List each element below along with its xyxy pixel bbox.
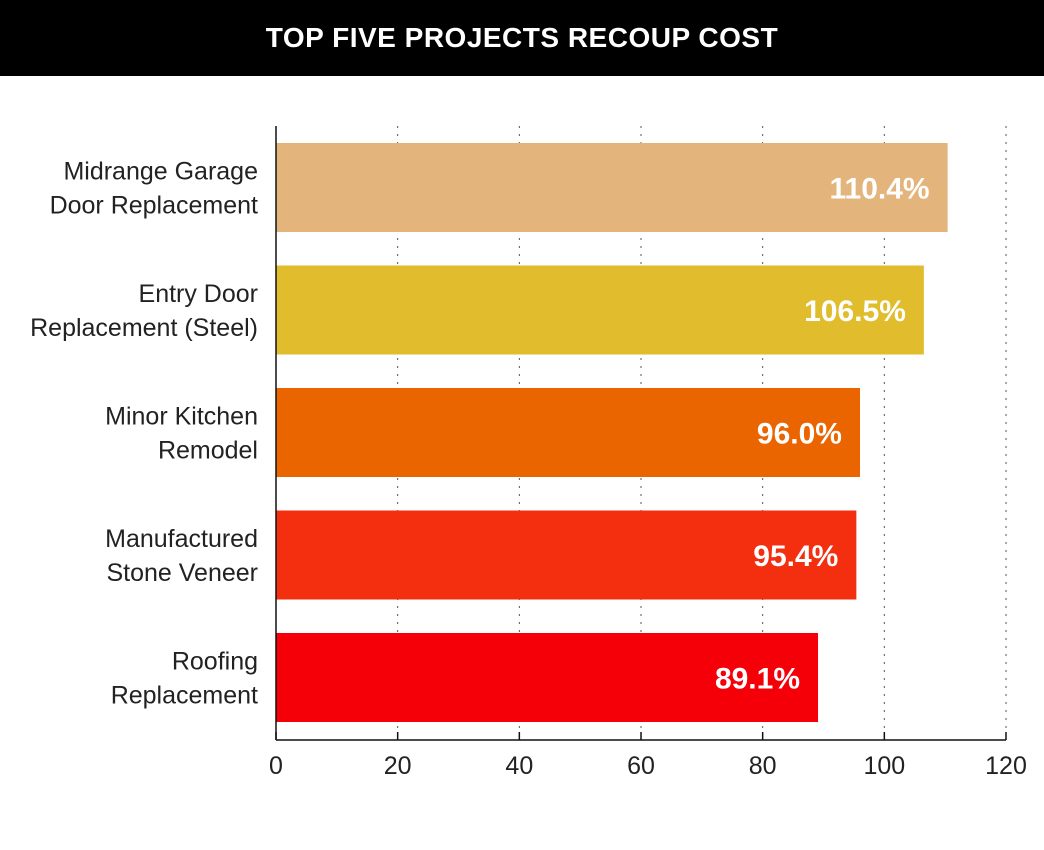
x-tick-label-1: 20: [384, 752, 412, 780]
bar-0: [276, 143, 948, 232]
category-label-1-0: Entry Door: [139, 280, 258, 308]
category-label-0-0: Midrange Garage: [63, 158, 258, 186]
category-label-3-0: Manufactured: [105, 525, 258, 553]
x-tick-label-4: 80: [749, 752, 777, 780]
title-bar: TOP FIVE PROJECTS RECOUP COST: [0, 0, 1044, 76]
category-label-2-0: Minor Kitchen: [105, 403, 258, 431]
bar-2: [276, 388, 860, 477]
category-label-4-1: Replacement: [111, 682, 258, 710]
value-label-1: 106.5%: [804, 295, 906, 328]
x-tick-label-0: 0: [269, 752, 283, 780]
x-tick-label-3: 60: [627, 752, 655, 780]
chart-title: TOP FIVE PROJECTS RECOUP COST: [265, 22, 779, 53]
category-label-4-0: Roofing: [172, 648, 258, 676]
x-tick-label-2: 40: [505, 752, 533, 780]
category-label-3-1: Stone Veneer: [106, 559, 258, 587]
bar-3: [276, 510, 857, 600]
category-label-1-1: Replacement (Steel): [30, 314, 258, 342]
x-tick-label-6: 120: [985, 752, 1027, 780]
value-label-3: 95.4%: [753, 540, 838, 573]
x-tick-label-5: 100: [863, 752, 905, 780]
bar-1: [276, 265, 924, 355]
category-label-2-1: Remodel: [158, 437, 258, 465]
value-label-4: 89.1%: [715, 663, 800, 696]
category-label-0-1: Door Replacement: [50, 192, 258, 220]
value-label-0: 110.4%: [830, 173, 930, 206]
value-label-2: 96.0%: [757, 418, 842, 451]
bar-4: [276, 633, 819, 722]
